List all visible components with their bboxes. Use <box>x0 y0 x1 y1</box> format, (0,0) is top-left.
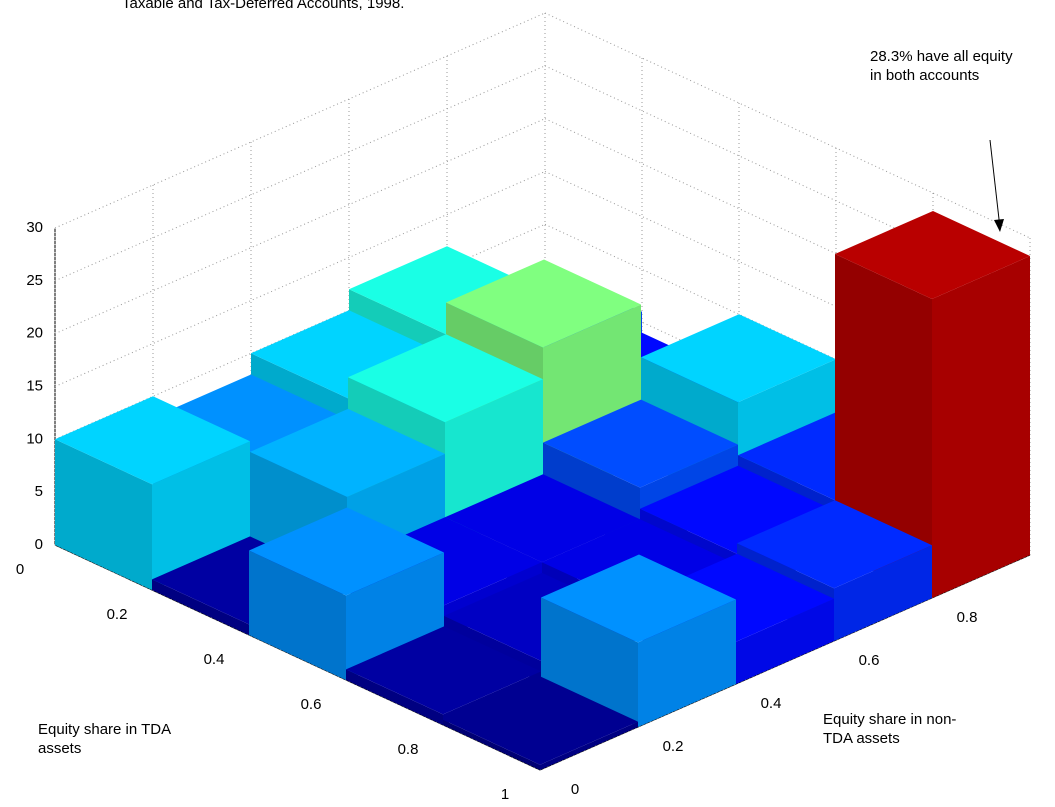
bar-top <box>249 507 444 596</box>
bar-top <box>835 211 1030 299</box>
z-tick-label: 30 <box>26 219 43 236</box>
bar-top <box>346 626 541 715</box>
z-tick-label: 10 <box>26 430 43 447</box>
bar-top <box>541 554 736 643</box>
bar-top <box>348 334 543 423</box>
bar-top <box>639 553 834 642</box>
z-tick-label: 5 <box>35 483 43 500</box>
z-tick-label: 25 <box>26 272 43 289</box>
bar-front <box>834 545 932 641</box>
bar-side <box>541 597 638 727</box>
chart-title: Taxable and Tax-Deferred Accounts, 1998. <box>122 0 404 12</box>
bar-front <box>638 599 736 727</box>
bar-top <box>446 259 641 348</box>
x-tick-label: 0.4 <box>204 651 225 668</box>
y-tick-label: 0 <box>571 781 579 798</box>
bar-side <box>443 719 540 770</box>
y-tick-label: 0.4 <box>761 695 782 712</box>
x-axis-label: Equity share in TDA assets <box>38 721 171 757</box>
grid-line <box>54 12 546 229</box>
bar-top <box>445 474 640 563</box>
bar-top <box>443 676 638 765</box>
z-tick-label: 0 <box>35 536 43 553</box>
y-tick-label: 0.6 <box>859 652 880 669</box>
annotation: 28.3% have all equity in both accounts <box>870 48 1013 84</box>
bar-front <box>932 256 1030 598</box>
x-tick-label: 0.6 <box>301 696 322 713</box>
bar-top <box>55 396 250 485</box>
annotation-arrowhead <box>994 219 1004 232</box>
bar-top <box>737 500 932 589</box>
y-tick-label: 0.2 <box>663 738 684 755</box>
x-tick-label: 0.2 <box>107 606 128 623</box>
bar-side <box>249 550 346 680</box>
bar-front <box>540 721 638 770</box>
bar-top <box>641 314 836 403</box>
bar-side <box>152 579 249 635</box>
z-tick-label: 15 <box>26 377 43 394</box>
bar-side <box>55 439 152 590</box>
bar-front <box>736 598 834 684</box>
bar-top <box>250 408 445 497</box>
z-tick-label: 20 <box>26 325 43 342</box>
x-tick-label: 0.8 <box>398 741 419 758</box>
bar-front <box>346 552 444 680</box>
x-tick-label: 1 <box>501 786 509 803</box>
bar-side <box>346 669 443 725</box>
y-tick-label: 0.8 <box>957 609 978 626</box>
annotation-arrow <box>989 139 1001 229</box>
x-tick-label: 0 <box>16 561 24 578</box>
y-axis-label: Equity share in non-TDA assets <box>823 711 957 747</box>
grid-line <box>54 65 546 282</box>
bar-top <box>543 399 738 488</box>
